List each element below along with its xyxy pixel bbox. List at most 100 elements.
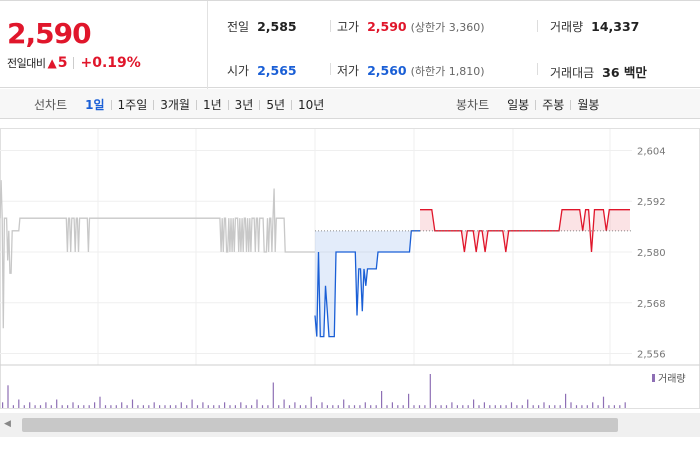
series-area bbox=[420, 209, 630, 252]
volume-bar bbox=[39, 405, 42, 408]
volume-bar bbox=[67, 405, 69, 408]
volume-bar bbox=[527, 399, 529, 408]
tab-divider bbox=[535, 99, 537, 110]
volume-bar bbox=[489, 405, 491, 408]
volume-bar bbox=[191, 399, 193, 408]
line-tab-2[interactable]: 3개월 bbox=[160, 98, 190, 112]
volume-bar bbox=[234, 405, 236, 408]
volume-bar bbox=[218, 405, 220, 408]
scroll-left-arrow-icon[interactable]: ◀ bbox=[4, 419, 11, 429]
stat-open-value: 2,565 bbox=[257, 63, 297, 78]
tab-divider bbox=[153, 99, 155, 110]
volume-bar bbox=[494, 405, 496, 408]
volume-bar bbox=[413, 405, 415, 408]
line-tab-0[interactable]: 1일 bbox=[85, 98, 105, 112]
volume-bar bbox=[310, 396, 312, 408]
line-tab-6[interactable]: 10년 bbox=[298, 98, 325, 112]
volume-bar bbox=[602, 396, 605, 408]
volume-bar bbox=[321, 402, 323, 408]
volume-bar bbox=[326, 405, 328, 408]
volume-bar bbox=[348, 405, 350, 408]
volume-bar bbox=[169, 405, 171, 408]
current-price: 2,590 bbox=[7, 17, 92, 50]
volume-bar bbox=[505, 405, 507, 408]
tab-divider bbox=[291, 99, 293, 110]
stat-divider bbox=[537, 20, 538, 32]
volume-bar bbox=[391, 402, 393, 408]
candle-tab-1[interactable]: 주봉 bbox=[542, 98, 565, 112]
line-tab-1[interactable]: 1주일 bbox=[117, 98, 148, 112]
stat-high-label: 고가 bbox=[337, 20, 360, 34]
stat-amount-label: 거래대금 bbox=[550, 66, 595, 80]
line-tab-3[interactable]: 1년 bbox=[202, 98, 222, 112]
series-area bbox=[315, 230, 420, 337]
volume-bar bbox=[175, 405, 177, 408]
volume-bar bbox=[532, 405, 534, 408]
volume-bar bbox=[261, 405, 264, 408]
change-percent: +0.19% bbox=[80, 55, 141, 71]
candle-tab-2[interactable]: 월봉 bbox=[577, 98, 600, 112]
volume-bar bbox=[159, 405, 161, 408]
volume-bar bbox=[554, 405, 556, 408]
volume-bar bbox=[467, 405, 469, 408]
volume-bar bbox=[305, 405, 307, 408]
volume-bar bbox=[207, 405, 209, 408]
volume-bar bbox=[408, 393, 410, 408]
stat-low: 저가 2,560 (하한가 1,810) bbox=[337, 62, 485, 79]
stat-open: 시가 2,565 bbox=[227, 62, 297, 79]
line-chart-heading: 선차트 bbox=[34, 98, 68, 112]
volume-bar bbox=[343, 399, 345, 408]
volume-bar bbox=[451, 402, 453, 408]
volume-bar bbox=[77, 405, 79, 408]
volume-bar bbox=[186, 405, 188, 408]
stat-low-limit: (하한가 1,810) bbox=[410, 65, 485, 78]
tab-divider bbox=[195, 99, 197, 110]
volume-bar bbox=[364, 402, 366, 408]
volume-bar bbox=[581, 405, 583, 408]
volume-bar bbox=[34, 405, 36, 408]
volume-bar bbox=[370, 405, 372, 408]
volume-bar bbox=[164, 405, 166, 408]
volume-bar bbox=[94, 402, 96, 408]
stat-high-value: 2,590 bbox=[367, 19, 407, 34]
volume-bar bbox=[359, 405, 361, 408]
volume-bar bbox=[435, 405, 437, 408]
up-triangle-icon: ▲ bbox=[47, 56, 57, 70]
volume-bar bbox=[375, 405, 377, 408]
volume-bar bbox=[483, 402, 485, 408]
volume-bar bbox=[575, 405, 578, 408]
stat-high-limit: (상한가 3,360) bbox=[410, 21, 485, 34]
volume-bar bbox=[29, 402, 31, 408]
volume-bar bbox=[565, 393, 567, 408]
line-tab-5[interactable]: 5년 bbox=[266, 98, 286, 112]
scroll-thumb[interactable] bbox=[22, 418, 618, 432]
candle-tab-0[interactable]: 일봉 bbox=[507, 98, 530, 112]
stat-amount-value: 36 백만 bbox=[602, 65, 647, 80]
volume-bar bbox=[332, 405, 334, 408]
volume-bar bbox=[278, 405, 280, 408]
volume-legend-label: 거래량 bbox=[658, 373, 686, 385]
volume-bar bbox=[99, 396, 101, 408]
volume-bar bbox=[72, 402, 74, 408]
volume-bar bbox=[456, 405, 458, 408]
series-line bbox=[0, 180, 315, 329]
volume-bar bbox=[283, 399, 285, 408]
volume-bar bbox=[229, 405, 231, 408]
change-value: 5 bbox=[57, 55, 68, 71]
volume-bar bbox=[126, 405, 128, 408]
volume-bar bbox=[548, 405, 550, 408]
volume-bar bbox=[402, 405, 404, 408]
volume-bar bbox=[440, 405, 442, 408]
y-tick-label: 2,556 bbox=[637, 350, 666, 361]
volume-bar bbox=[381, 391, 383, 408]
volume-bar bbox=[12, 405, 14, 408]
quote-panel: 2,590 전일대비 ▲ 5 +0.19% 전일 2,585 시가 2,565 … bbox=[0, 0, 700, 89]
stat-high: 고가 2,590 (상한가 3,360) bbox=[337, 18, 485, 35]
line-tab-4[interactable]: 3년 bbox=[234, 98, 254, 112]
volume-bar bbox=[180, 402, 182, 408]
chart-scrollbar[interactable]: ◀ bbox=[0, 413, 700, 437]
volume-bar bbox=[299, 405, 301, 408]
tab-divider bbox=[570, 99, 572, 110]
volume-bar bbox=[267, 405, 269, 408]
volume-bar bbox=[316, 405, 318, 408]
